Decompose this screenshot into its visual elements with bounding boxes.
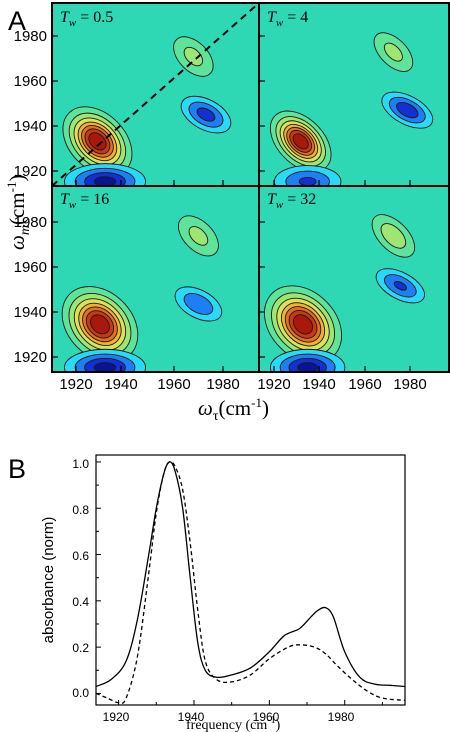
panel-a-y-tick-labels: 1980 1960 1940 1920 1980 1960 1940 1920 (14, 28, 47, 366)
panel-b-x-axis-label: frequency (cm-1) (186, 715, 281, 732)
y-tick-label: 0.0 (72, 686, 89, 700)
y-tick-label: 1960 (14, 73, 47, 90)
x-tick-label: 1920 (257, 376, 290, 393)
contour-group (263, 214, 425, 372)
y-tick-label: 1920 (14, 163, 47, 180)
x-tick-label: 1960 (348, 376, 381, 393)
negative-contour-level (396, 102, 419, 119)
x-tick-label: 1920 (103, 710, 130, 724)
panel-b-y-tick-labels: 1.0 0.8 0.6 0.4 0.2 0.0 (72, 457, 89, 700)
heatmap-subplot-tw-16 (52, 186, 259, 372)
negative-contour-level (196, 107, 216, 122)
panel-b-y-axis-label: absorbance (norm) (40, 517, 57, 644)
positive-contour-level (90, 314, 110, 335)
positive-contour-level (380, 223, 407, 249)
positive-contour-level (292, 314, 314, 335)
panel-b-letter: B (8, 454, 26, 484)
y-tick-label: 0.6 (72, 549, 89, 563)
x-tick-label: 1980 (206, 376, 239, 393)
x-tick-label: 1940 (302, 376, 335, 393)
positive-contour-level (183, 46, 204, 67)
panel-a-x-axis-label: ωτ(cm-1) (198, 395, 269, 424)
panel-b-x-tick-labels: 1920 1940 1960 1980 (103, 710, 355, 724)
heatmap-subplot-tw-32 (259, 186, 449, 372)
negative-contour-level (393, 280, 407, 291)
x-tick-label: 1940 (104, 376, 137, 393)
tw-label-0: Tw = 0.5 (60, 9, 113, 29)
y-tick-label: 1.0 (72, 457, 89, 471)
y-tick-label: 1960 (14, 259, 47, 276)
heatmap-subplot-tw-0.5 (51, 2, 260, 187)
x-tick-label: 1980 (393, 376, 426, 393)
dashed-series-line (95, 460, 406, 704)
panel-a-letter: A (8, 6, 26, 36)
x-tick-label: 1960 (157, 376, 190, 393)
y-tick-label: 0.8 (72, 503, 89, 517)
negative-contour-level (93, 362, 117, 372)
panel-b-ticks (96, 461, 383, 705)
x-tick-label: 1940 (178, 710, 205, 724)
contour-group (61, 215, 223, 372)
y-tick-label: 1980 (14, 214, 47, 231)
y-tick-label: 1940 (14, 304, 47, 321)
negative-contour-level (298, 176, 317, 186)
x-tick-label: 1960 (253, 710, 280, 724)
solid-series-line (95, 461, 406, 688)
positive-contour-level (88, 132, 107, 151)
heatmap-subplot-tw-4 (259, 3, 449, 186)
positive-contour-level (292, 133, 309, 150)
tw-label-1: Tw = 4 (267, 9, 308, 29)
y-tick-label: 1940 (14, 118, 47, 135)
x-tick-label: 1920 (59, 376, 92, 393)
negative-contour-level (297, 362, 319, 372)
panel-a-ticks (52, 35, 411, 372)
tw-label-3: Tw = 32 (267, 191, 316, 211)
y-tick-label: 1980 (14, 28, 47, 45)
panel-a-y-axis-label: ωm(cm-1) (4, 175, 33, 250)
negative-contour-level (183, 292, 214, 315)
y-tick-label: 1920 (14, 349, 47, 366)
contour-group (62, 36, 232, 186)
negative-contour-level (93, 176, 117, 186)
x-tick-label: 1980 (328, 710, 355, 724)
positive-contour-level (188, 226, 209, 246)
y-tick-label: 0.2 (72, 641, 89, 655)
positive-contour-level (383, 42, 403, 62)
panel-b-series (95, 460, 406, 704)
diagonal-line (51, 2, 260, 187)
tw-label-2: Tw = 16 (60, 191, 109, 211)
y-tick-label: 0.4 (72, 595, 89, 609)
contour-group (269, 32, 434, 186)
panel-a-x-tick-labels: 1920 1940 1960 1980 1920 1940 1960 1980 (59, 376, 426, 393)
panel-a-frame (51, 2, 450, 373)
